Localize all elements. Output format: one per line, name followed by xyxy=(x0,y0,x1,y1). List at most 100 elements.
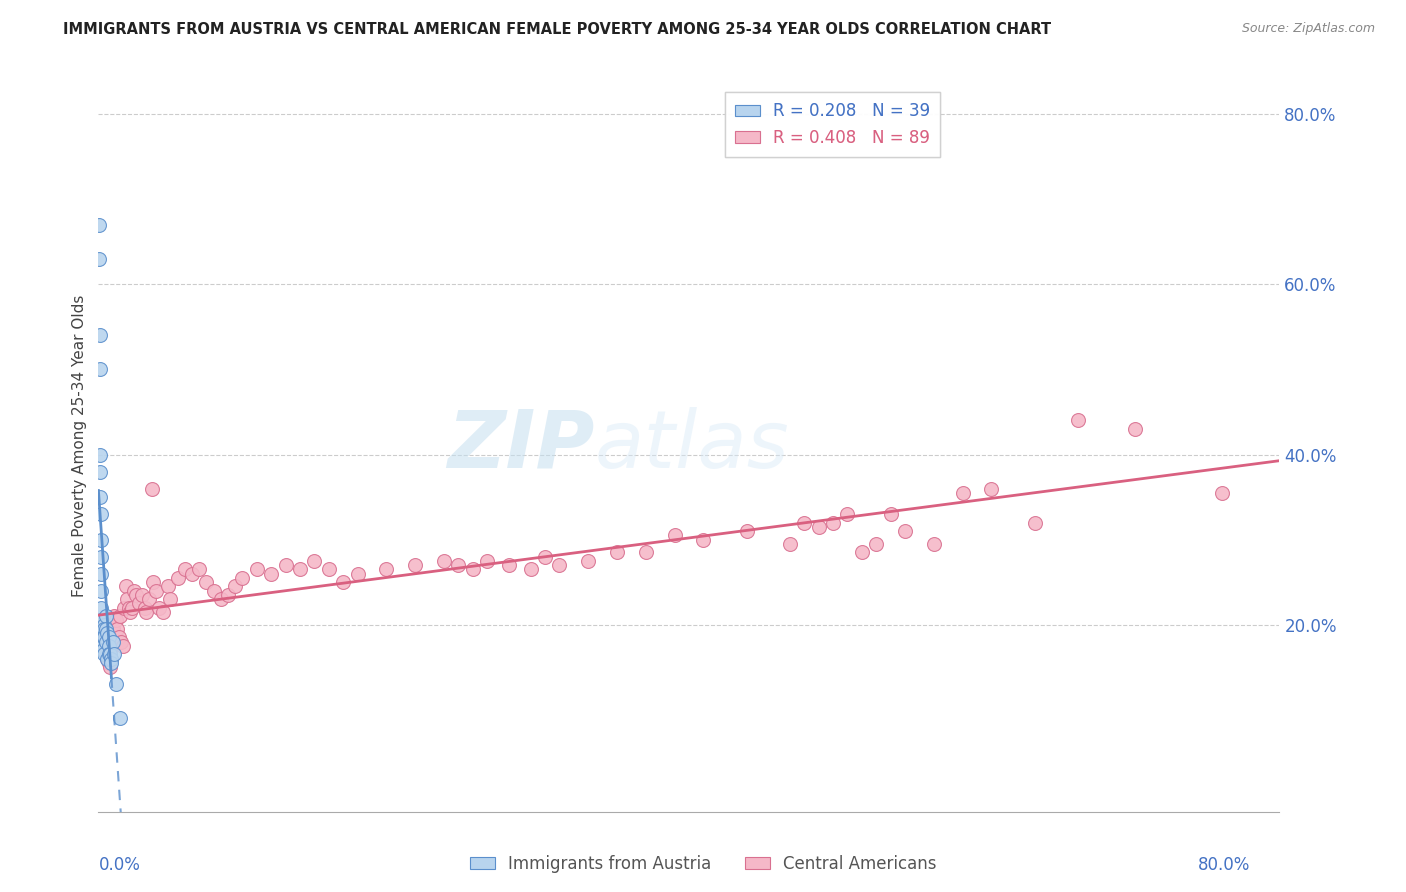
Point xyxy=(93,622,115,636)
Point xyxy=(141,482,163,496)
Point xyxy=(131,588,153,602)
Point xyxy=(135,605,157,619)
Point xyxy=(97,639,120,653)
Text: Source: ZipAtlas.com: Source: ZipAtlas.com xyxy=(1241,22,1375,36)
Point xyxy=(104,613,127,627)
Point xyxy=(332,575,354,590)
Point xyxy=(124,583,146,598)
Point xyxy=(224,579,246,593)
Point xyxy=(94,634,117,648)
Point xyxy=(188,562,211,576)
Point xyxy=(89,448,111,462)
Legend: Immigrants from Austria, Central Americans: Immigrants from Austria, Central America… xyxy=(463,848,943,880)
Point xyxy=(821,516,844,530)
Point xyxy=(304,554,326,568)
Point xyxy=(664,528,686,542)
Point xyxy=(952,485,974,500)
Point xyxy=(231,571,253,585)
Point xyxy=(111,639,134,653)
Point xyxy=(202,583,225,598)
Point xyxy=(879,507,901,521)
Point xyxy=(91,631,114,645)
Point xyxy=(96,651,118,665)
Point xyxy=(98,660,121,674)
Point xyxy=(93,631,115,645)
Point xyxy=(89,490,111,504)
Point xyxy=(89,362,111,376)
Point xyxy=(105,622,128,636)
Point xyxy=(103,648,125,662)
Point xyxy=(217,588,239,602)
Point xyxy=(91,626,114,640)
Point xyxy=(100,651,122,665)
Point xyxy=(94,634,117,648)
Point xyxy=(837,507,859,521)
Point xyxy=(89,218,111,232)
Point xyxy=(375,562,398,576)
Point xyxy=(97,648,120,662)
Text: 0.0%: 0.0% xyxy=(98,855,141,873)
Point xyxy=(148,600,170,615)
Point xyxy=(1211,485,1233,500)
Point xyxy=(576,554,599,568)
Point xyxy=(91,639,114,653)
Point xyxy=(115,592,138,607)
Point xyxy=(108,711,131,725)
Point xyxy=(634,545,657,559)
Point xyxy=(138,592,160,607)
Point xyxy=(548,558,571,572)
Point xyxy=(274,558,297,572)
Point xyxy=(152,605,174,619)
Point xyxy=(89,328,111,343)
Point xyxy=(793,516,815,530)
Point xyxy=(98,648,121,662)
Point xyxy=(404,558,426,572)
Point xyxy=(91,634,114,648)
Point xyxy=(98,643,121,657)
Point xyxy=(91,631,114,645)
Point xyxy=(96,651,118,665)
Point xyxy=(246,562,269,576)
Legend: R = 0.208   N = 39, R = 0.408   N = 89: R = 0.208 N = 39, R = 0.408 N = 89 xyxy=(725,92,941,157)
Point xyxy=(156,579,179,593)
Point xyxy=(93,648,115,662)
Point xyxy=(142,575,165,590)
Point xyxy=(90,600,112,615)
Point xyxy=(100,651,122,665)
Point xyxy=(447,558,470,572)
Point xyxy=(91,622,114,636)
Point xyxy=(96,626,118,640)
Point xyxy=(461,562,484,576)
Point xyxy=(519,562,541,576)
Point xyxy=(118,600,141,615)
Point xyxy=(101,634,124,648)
Y-axis label: Female Poverty Among 25-34 Year Olds: Female Poverty Among 25-34 Year Olds xyxy=(72,295,87,597)
Point xyxy=(166,571,188,585)
Point xyxy=(103,609,125,624)
Point xyxy=(90,507,112,521)
Point xyxy=(90,583,112,598)
Point xyxy=(477,554,499,568)
Text: ZIP: ZIP xyxy=(447,407,595,485)
Point xyxy=(110,634,132,648)
Point xyxy=(181,566,204,581)
Point xyxy=(90,533,112,547)
Point xyxy=(779,537,801,551)
Point xyxy=(125,588,148,602)
Point xyxy=(107,631,129,645)
Point xyxy=(922,537,945,551)
Point xyxy=(318,562,340,576)
Point xyxy=(90,549,112,564)
Point xyxy=(606,545,628,559)
Point xyxy=(120,605,142,619)
Text: 80.0%: 80.0% xyxy=(1198,855,1251,873)
Point xyxy=(94,622,117,636)
Point xyxy=(93,631,115,645)
Text: atlas: atlas xyxy=(595,407,789,485)
Point xyxy=(100,656,122,670)
Point xyxy=(89,465,111,479)
Point xyxy=(260,566,283,581)
Point xyxy=(94,609,117,624)
Point xyxy=(980,482,1002,496)
Point xyxy=(128,596,150,610)
